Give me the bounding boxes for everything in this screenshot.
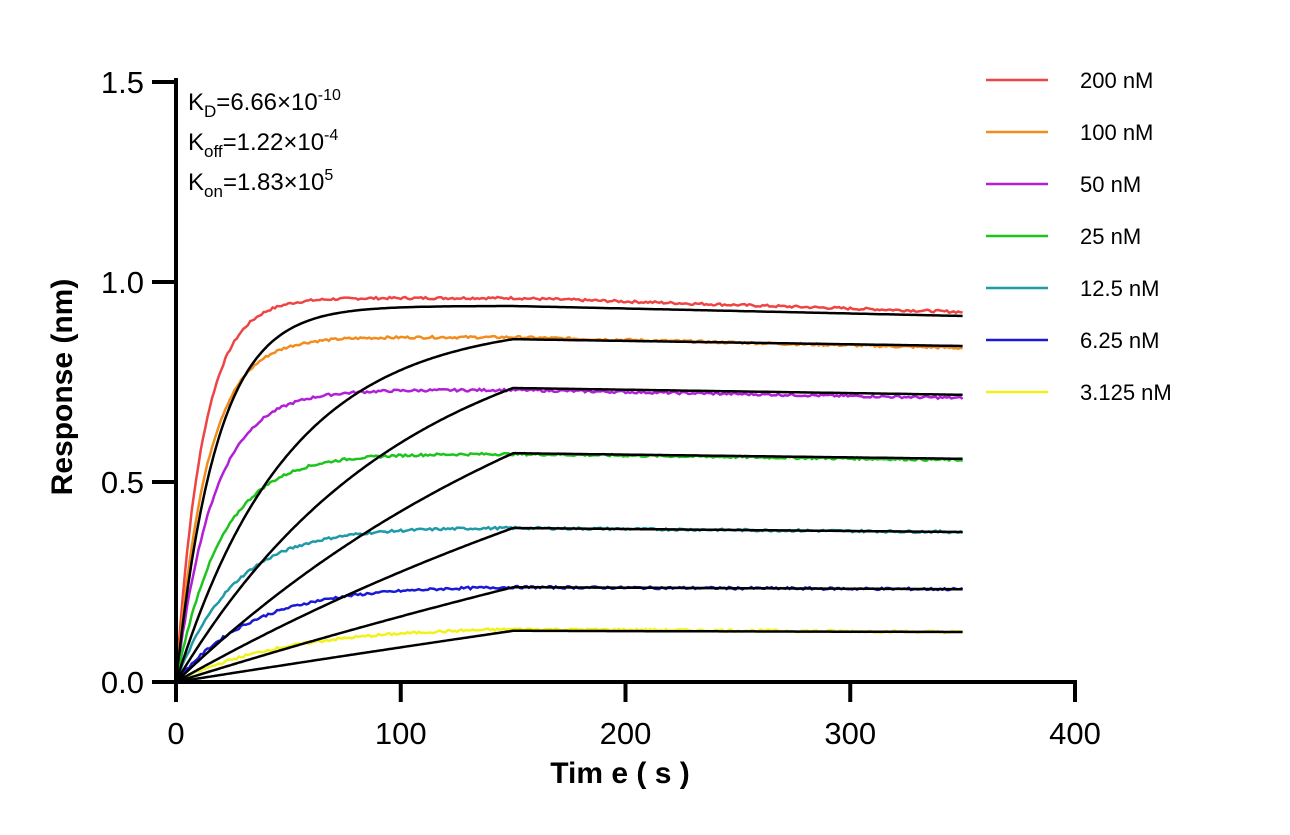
series-line-6-25-nM: [175, 584, 964, 683]
fit-curve-3-125-nM: [175, 629, 963, 684]
kd-mid: =6.66×10: [216, 89, 317, 116]
x-tick-label: 200: [600, 716, 652, 751]
fit-curve-6-25-nM: [175, 585, 963, 684]
fit-curve-100-nM: [174, 337, 963, 683]
koff-sup: -4: [324, 127, 338, 144]
y-tick-label: 1.5: [101, 65, 144, 100]
fit-curve-50-nM: [174, 386, 963, 683]
legend-label: 100 nM: [1080, 120, 1153, 145]
kon-sub: on: [204, 182, 223, 201]
x-tick-label: 100: [375, 716, 427, 751]
x-tick-label: 300: [824, 716, 876, 751]
koff-annotation: Koff=1.22×10-4: [188, 127, 338, 161]
fit-curve-12-5-nM: [175, 526, 963, 684]
axes: 0 100 200 300 400 0.0 0.5 1.0 1.5: [101, 65, 1101, 751]
legend-label: 200 nM: [1080, 68, 1153, 93]
y-axis-title: Response (nm): [46, 279, 79, 496]
y-tick-label: 1.0: [101, 265, 144, 300]
legend-label: 50 nM: [1080, 172, 1141, 197]
kon-sup: 5: [324, 167, 333, 184]
series-line-12-5-nM: [174, 525, 964, 682]
fit-curve-25-nM: [175, 451, 963, 683]
series-line-3-125-nM: [175, 627, 964, 684]
koff-base: K: [188, 129, 204, 156]
koff-sub: off: [204, 142, 223, 161]
x-axis-title: Tim e ( s ): [550, 757, 689, 790]
legend-label: 12.5 nM: [1080, 276, 1160, 301]
fit-curves: [174, 304, 963, 684]
legend-label: 6.25 nM: [1080, 328, 1160, 353]
kd-annotation: KD=6.66×10-10: [188, 87, 341, 121]
kd-sup: -10: [318, 87, 341, 104]
series-line-25-nM: [174, 451, 964, 682]
kon-base: K: [188, 169, 204, 196]
legend: 200 nM 100 nM 50 nM 25 nM 12.5 nM 6.25 nM 3.12…: [986, 68, 1172, 405]
plot-area: [174, 295, 964, 684]
koff-mid: =1.22×10: [223, 129, 324, 156]
kon-mid: =1.83×10: [223, 169, 324, 196]
x-tick-label: 400: [1049, 716, 1101, 751]
series-line-200-nM: [174, 295, 963, 683]
kon-annotation: Kon=1.83×105: [188, 167, 333, 201]
legend-label: 3.125 nM: [1080, 380, 1172, 405]
x-tick-label: 0: [167, 716, 184, 751]
y-tick-label: 0.0: [101, 665, 144, 700]
y-tick-label: 0.5: [101, 465, 144, 500]
kd-base: K: [188, 89, 204, 116]
fit-curve-200-nM: [174, 304, 963, 683]
legend-label: 25 nM: [1080, 224, 1141, 249]
series-line-50-nM: [174, 387, 964, 683]
kd-sub: D: [204, 102, 216, 121]
